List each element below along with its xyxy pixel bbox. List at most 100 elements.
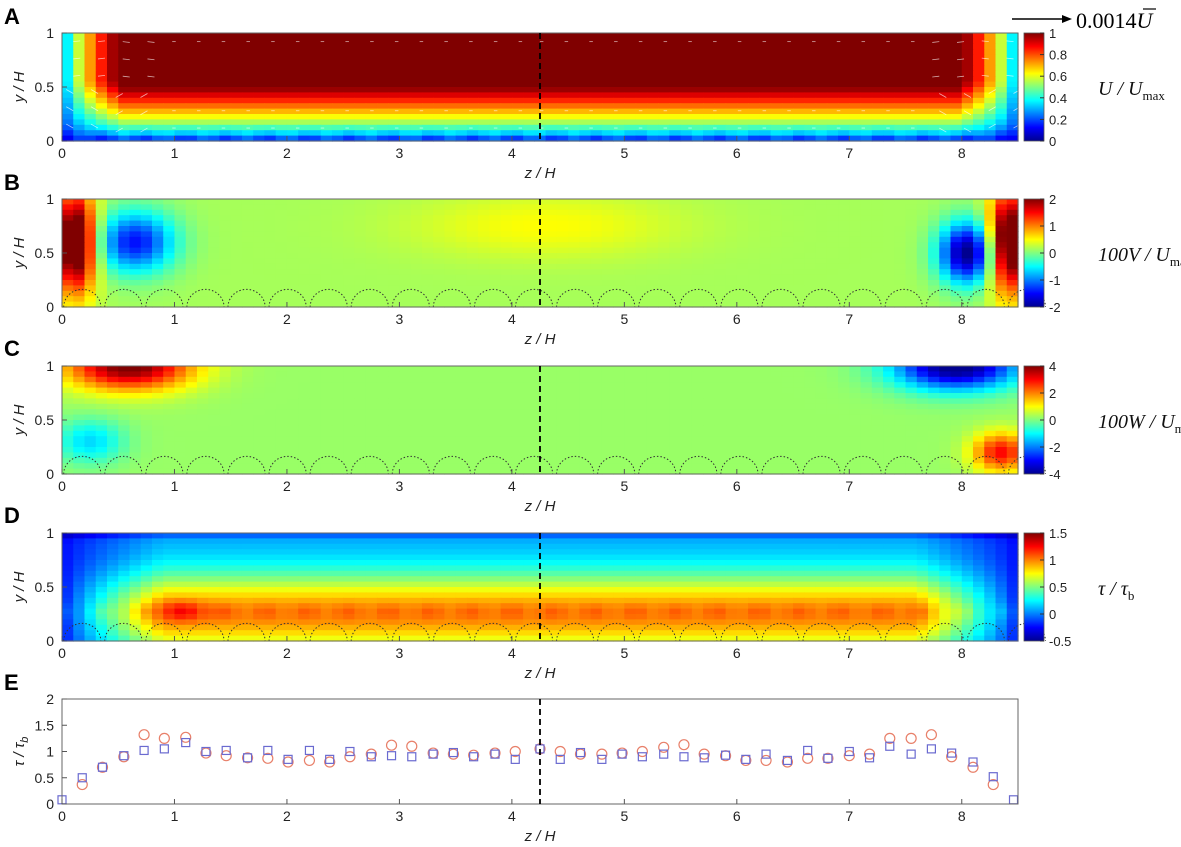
heatmap-cell [298,366,311,372]
heatmap-cell [1006,274,1019,281]
heatmap-cell [466,247,479,254]
heatmap-cell [331,236,344,243]
heatmap-cell [511,280,524,286]
heatmap-cell [849,108,862,115]
heatmap-cell [275,76,288,83]
heatmap-cell [84,290,97,297]
heatmap-cell [748,376,760,383]
heatmap-cell [523,114,535,120]
heatmap-cell [523,263,535,270]
heatmap-cell [523,242,535,249]
heatmap-cell [444,220,457,227]
heatmap-cell [860,409,873,416]
heatmap-cell [995,114,1008,120]
heatmap-cell [129,269,142,276]
heatmap-cell [489,60,502,66]
heatmap-cell [770,420,783,426]
heatmap-cell [669,49,682,56]
heatmap-cell [73,285,86,292]
heatmap-cell [815,43,828,50]
heatmap-cell [714,253,727,259]
heatmap-cell [343,263,356,270]
heatmap-cell [376,103,389,110]
heatmap-cell [421,65,434,72]
heatmap-cell [905,436,918,443]
heatmap-cell [196,215,209,222]
heatmap-cell [62,285,74,292]
heatmap-cell [804,441,817,448]
heatmap-cell [1006,33,1019,39]
heatmap-cell [365,114,378,120]
heatmap-cell [860,43,873,50]
heatmap-cell [781,376,794,383]
heatmap-cell [973,296,985,303]
heatmap-cell [1006,119,1019,126]
heatmap-cell [399,60,412,66]
heatmap-cell [1006,393,1019,399]
heatmap-cell [163,441,176,448]
heatmap-cell [601,124,614,131]
heatmap-cell [961,371,974,378]
heatmap-cell [511,285,524,292]
heatmap-cell [748,114,760,120]
heatmap-cell [534,274,547,281]
heatmap-cell [118,280,131,286]
heatmap-cell [601,366,614,372]
heatmap-cell [444,124,457,131]
heatmap-cell [883,60,895,66]
heatmap-cell [759,409,772,416]
heatmap-cell [748,81,760,88]
heatmap-cell [455,209,468,216]
heatmap-cell [916,81,929,88]
heatmap-cell [781,425,794,432]
heatmap-cell [365,247,378,254]
heatmap-cell [129,398,142,405]
heatmap-cell [680,215,693,222]
heatmap-cell [399,81,412,88]
heatmap-cell [410,242,423,249]
heatmap-cell [894,130,907,137]
heatmap-cell [579,371,592,378]
heatmap-cell [579,70,592,77]
heatmap-cell [286,258,299,265]
heatmap-cell [500,247,513,254]
heatmap-cell [455,425,468,432]
heatmap-cell [365,204,378,211]
heatmap-cell [73,376,86,383]
heatmap-cell [410,296,423,303]
heatmap-cell [500,269,513,276]
heatmap-cell [376,135,389,142]
heatmap-cell [331,376,344,383]
heatmap-cell [928,296,940,303]
heatmap-cell [669,33,682,39]
heatmap-cell [916,382,929,389]
heatmap-cell [95,87,108,93]
heatmap-cell [500,290,513,297]
heatmap-cell [62,209,74,216]
heatmap-cell [534,430,547,437]
heatmap-cell [939,231,952,238]
heatmap-cell [84,92,97,99]
heatmap-cell [736,76,749,83]
heatmap-cell [624,209,637,216]
heatmap-cell [568,199,580,205]
heatmap-cell [770,54,783,61]
heatmap-cell [62,296,74,303]
heatmap-cell [376,247,389,254]
heatmap-cell [444,269,457,276]
heatmap-cell [781,236,794,243]
heatmap-cell [343,231,356,238]
heatmap-cell [489,301,502,308]
heatmap-cell [62,387,74,394]
heatmap-cell [264,425,277,432]
heatmap-cell [680,253,693,259]
heatmap-cell [298,114,311,120]
heatmap-cell [62,398,74,405]
heatmap-cell [770,247,783,254]
heatmap-cell [691,301,704,308]
heatmap-cell [646,447,659,453]
heatmap-cell [950,409,963,416]
heatmap-cell [838,81,850,88]
heatmap-cell [928,76,940,83]
heatmap-cell [646,425,659,432]
